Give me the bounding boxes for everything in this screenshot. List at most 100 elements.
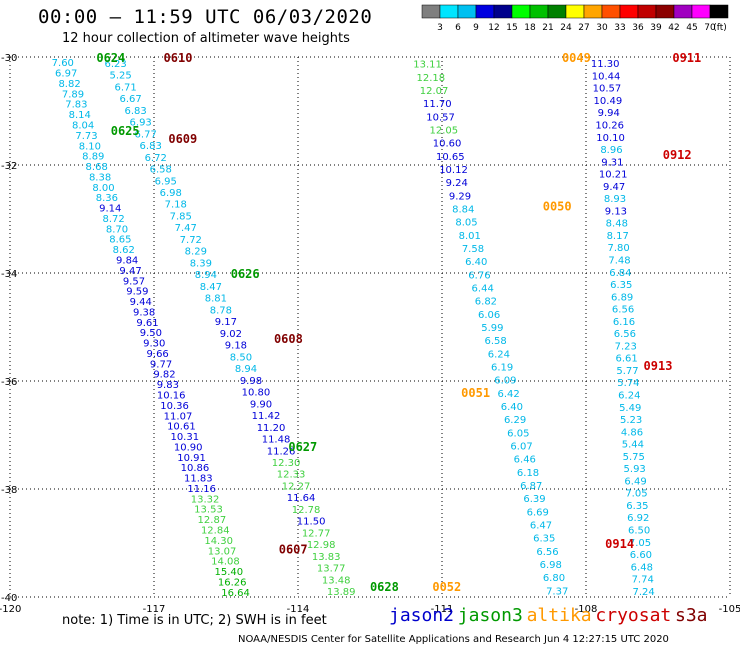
y-tick-label: -36 — [1, 377, 17, 388]
colorbar-swatch — [493, 4, 513, 19]
wave-height-value: 8.65 — [109, 235, 131, 246]
pass-time-label: 0628 — [370, 580, 399, 594]
y-tick-label: -30 — [1, 53, 17, 64]
pass-time-label: 0627 — [288, 440, 317, 454]
wave-height-value: 6.24 — [488, 349, 510, 360]
colorbar-label: 9 — [473, 23, 479, 33]
wave-height-value: 6.87 — [520, 481, 542, 492]
wave-height-value: 7.48 — [608, 256, 630, 267]
wave-height-value: 9.84 — [116, 256, 138, 267]
wave-height-value: 11.50 — [297, 517, 326, 528]
wave-height-value: 12.78 — [292, 505, 321, 516]
wave-height-value: 6.56 — [614, 329, 636, 340]
wave-height-value: 5.74 — [617, 378, 639, 389]
pass-time-label: 0049 — [562, 51, 591, 65]
wave-height-value: 6.69 — [527, 507, 549, 518]
wave-height-value: 7.24 — [632, 587, 654, 598]
colorbar-swatch — [475, 4, 495, 19]
wave-height-value: 12.07 — [420, 86, 449, 97]
wave-height-value: 8.17 — [607, 231, 629, 242]
colorbar-swatch — [565, 4, 585, 19]
wave-height-value: 8.29 — [185, 247, 207, 258]
colorbar-label: 12 — [488, 23, 499, 33]
colorbar-swatch — [691, 4, 711, 19]
wave-height-value: 8.89 — [82, 152, 104, 163]
wave-height-value: 6.83 — [125, 106, 147, 117]
colorbar-swatch — [637, 4, 657, 19]
wave-height-value: 6.24 — [618, 391, 640, 402]
colorbar-label: 36 — [632, 23, 644, 33]
wave-height-value: 6.16 — [613, 317, 635, 328]
wave-height-value: 6.42 — [497, 389, 519, 400]
colorbar-label: 42 — [668, 23, 679, 33]
wave-height-value: 9.02 — [220, 329, 242, 340]
wave-height-value: 8.72 — [102, 214, 124, 225]
x-tick-label: -111 — [431, 604, 454, 615]
colorbar-swatch — [655, 4, 675, 19]
x-tick-label: -120 — [0, 604, 21, 615]
wave-height-value: 11.16 — [187, 484, 216, 495]
x-tick-label: -108 — [575, 604, 598, 615]
wave-height-value: 8.10 — [79, 141, 101, 152]
colorbar-label: 24 — [560, 23, 572, 33]
wave-height-value: 13.32 — [191, 494, 220, 505]
pass-time-label: 0914 — [605, 537, 634, 551]
wave-height-value: 7.85 — [170, 211, 192, 222]
wave-height-value: 10.44 — [592, 71, 621, 82]
wave-height-value: 6.92 — [627, 513, 649, 524]
wave-height-value: 6.72 — [145, 153, 167, 164]
wave-height-value: 12.30 — [272, 458, 301, 469]
legend-altika: altika — [526, 605, 592, 626]
wave-height-value: 12.05 — [429, 125, 458, 136]
wave-height-value: 10.86 — [181, 463, 210, 474]
wave-height-value: 9.17 — [215, 317, 237, 328]
colorbar-swatch — [709, 4, 729, 19]
note-text: note: 1) Time is in UTC; 2) SWH is in fe… — [62, 613, 327, 628]
pass-time-label: 0610 — [164, 51, 193, 65]
wave-height-value: 13.11 — [413, 60, 442, 71]
colorbar-swatch — [457, 4, 477, 19]
wave-height-value: 9.44 — [130, 297, 152, 308]
wave-height-value: 8.93 — [604, 194, 626, 205]
wave-height-value: 10.91 — [177, 453, 206, 464]
wave-height-value: 10.31 — [170, 432, 199, 443]
wave-height-value: 9.77 — [150, 359, 172, 370]
wave-height-value: 9.83 — [157, 380, 179, 391]
wave-height-value: 7.80 — [607, 243, 629, 254]
pass-time-labels: 0624 0610 0625 0609 0626 0608 0627 0607 0628 0052… — [96, 51, 701, 594]
wave-height-value: 11.26 — [267, 446, 296, 457]
wave-height-value: 9.57 — [123, 276, 145, 287]
pass-time-label: 0624 — [96, 51, 125, 65]
wave-height-value: 7.89 — [62, 89, 84, 100]
wave-height-value: 9.29 — [449, 191, 471, 202]
x-tick-label: -114 — [287, 604, 310, 615]
wave-height-value: 8.94 — [235, 364, 257, 375]
wave-height-value: 9.50 — [140, 328, 162, 339]
pass-time-label: 0626 — [231, 267, 260, 281]
wave-height-value: 6.77 — [135, 129, 157, 140]
wave-height-value: 8.36 — [96, 193, 118, 204]
wave-height-value: 6.80 — [543, 573, 565, 584]
wave-height-value: 6.40 — [501, 402, 523, 413]
colorbar-swatch — [583, 4, 603, 19]
wave-height-value: 9.38 — [133, 307, 155, 318]
wave-height-value: 10.60 — [433, 139, 462, 150]
colorbar-swatch — [421, 4, 441, 19]
x-tick-label: -117 — [143, 604, 166, 615]
wave-height-value: 6.67 — [120, 94, 142, 105]
wave-height-value: 9.82 — [153, 370, 175, 381]
pass-time-label: 0912 — [663, 148, 692, 162]
wave-height-value: 9.30 — [143, 339, 165, 350]
wave-height-value: 6.18 — [517, 468, 539, 479]
wave-height-value: 6.82 — [475, 297, 497, 308]
legend-jason2: jason2 — [389, 605, 455, 626]
colorbar-swatch — [439, 4, 459, 19]
wave-height-value: 6.39 — [523, 494, 545, 505]
wave-height-value: 13.83 — [312, 552, 341, 563]
pass-time-label: 0625 — [111, 124, 140, 138]
wave-height-value: 5.99 — [481, 323, 503, 334]
wave-height-value: 7.47 — [175, 223, 197, 234]
wave-height-value: 6.35 — [610, 280, 632, 291]
wave-height-value: 11.64 — [287, 493, 316, 504]
